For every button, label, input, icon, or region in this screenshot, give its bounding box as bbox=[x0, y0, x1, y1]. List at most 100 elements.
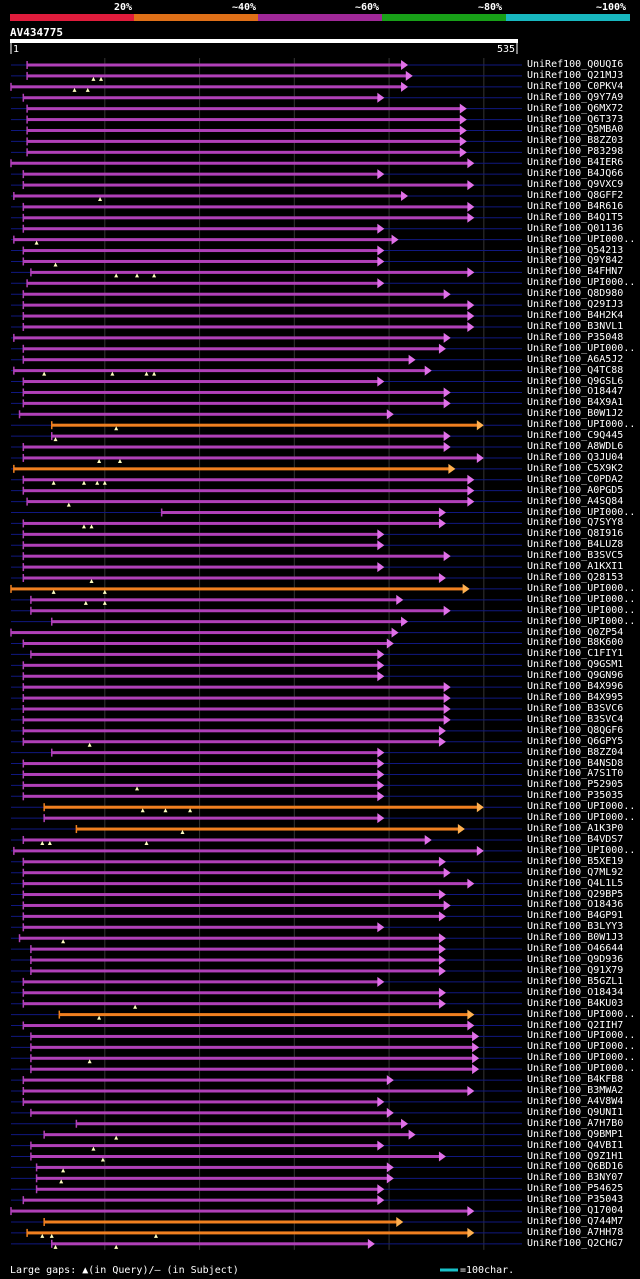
hit-label[interactable]: UniRef100_UPI000.. bbox=[527, 277, 636, 289]
hit-label[interactable]: UniRef100_B4Q1T5 bbox=[527, 211, 624, 223]
hit-label[interactable]: UniRef100_Q9BMP1 bbox=[527, 1128, 624, 1140]
hit-label[interactable]: UniRef100_B3NY07 bbox=[527, 1172, 624, 1184]
hit-label[interactable]: UniRef100_UPI000.. bbox=[527, 419, 636, 431]
hit-label[interactable]: UniRef100_B8ZZ04 bbox=[527, 746, 624, 758]
hit-label[interactable]: UniRef100_Q28153 bbox=[527, 572, 624, 583]
hit-label[interactable]: UniRef100_O18434 bbox=[527, 986, 624, 998]
hit-label[interactable]: UniRef100_Q2CHG7 bbox=[527, 1237, 624, 1249]
hit-label[interactable]: UniRef100_C1FIY1 bbox=[527, 648, 624, 660]
hit-label[interactable]: UniRef100_Q54213 bbox=[527, 244, 624, 256]
hit-label[interactable]: UniRef100_B4KFB8 bbox=[527, 1074, 624, 1086]
hit-label[interactable]: UniRef100_B4GP91 bbox=[527, 910, 624, 922]
hit-label[interactable]: UniRef100_B4KU03 bbox=[527, 997, 624, 1009]
hit-label[interactable]: UniRef100_P52905 bbox=[527, 779, 624, 791]
hit-label[interactable]: UniRef100_Q7ML92 bbox=[527, 866, 624, 878]
hit-label[interactable]: UniRef100_UPI000.. bbox=[527, 1063, 636, 1075]
hit-label[interactable]: UniRef100_Q7SYY8 bbox=[527, 517, 624, 529]
hit-label[interactable]: UniRef100_Q6BD16 bbox=[527, 1161, 624, 1173]
hit-label[interactable]: UniRef100_B3SVC5 bbox=[527, 550, 624, 562]
hit-label[interactable]: UniRef100_Q0UQI6 bbox=[527, 59, 624, 70]
hit-label[interactable]: UniRef100_O18447 bbox=[527, 386, 624, 398]
hit-label[interactable]: UniRef100_Q9Z1H1 bbox=[527, 1150, 624, 1162]
hit-label[interactable]: UniRef100_Q91X79 bbox=[527, 964, 624, 976]
hit-label[interactable]: UniRef100_A1K3P0 bbox=[527, 823, 624, 835]
hit-label[interactable]: UniRef100_Q744M7 bbox=[527, 1215, 624, 1227]
hit-label[interactable]: UniRef100_P83298 bbox=[527, 146, 624, 158]
hit-label[interactable]: UniRef100_B4X996 bbox=[527, 681, 624, 693]
hit-label[interactable]: UniRef100_O46644 bbox=[527, 943, 624, 955]
hit-label[interactable]: UniRef100_A4SQ84 bbox=[527, 495, 624, 507]
hit-label[interactable]: UniRef100_B4VDS7 bbox=[527, 833, 624, 845]
hit-label[interactable]: UniRef100_Q8D980 bbox=[527, 288, 624, 300]
hit-label[interactable]: UniRef100_Q8I916 bbox=[527, 528, 624, 540]
hit-label[interactable]: UniRef100_A7HH78 bbox=[527, 1226, 624, 1238]
hit-label[interactable]: UniRef100_B4LUZ8 bbox=[527, 539, 624, 551]
hit-label[interactable]: UniRef100_Q9UNI1 bbox=[527, 1106, 624, 1118]
hit-label[interactable]: UniRef100_B8ZZ03 bbox=[527, 135, 624, 147]
hit-label[interactable]: UniRef100_Q2IIH7 bbox=[527, 1019, 624, 1031]
hit-label[interactable]: UniRef100_B4X995 bbox=[527, 692, 624, 704]
hit-label[interactable]: UniRef100_B3SVC6 bbox=[527, 702, 624, 714]
hit-label[interactable]: UniRef100_UPI000.. bbox=[527, 812, 636, 824]
hit-label[interactable]: UniRef100_C9Q445 bbox=[527, 430, 624, 442]
hit-label[interactable]: UniRef100_Q4VBI1 bbox=[527, 1139, 624, 1151]
hit-label[interactable]: UniRef100_UPI000.. bbox=[527, 1008, 636, 1020]
hit-label[interactable]: UniRef100_P35043 bbox=[527, 1194, 624, 1206]
hit-label[interactable]: UniRef100_UPI000.. bbox=[527, 582, 636, 594]
hit-label[interactable]: UniRef100_Q6T373 bbox=[527, 113, 624, 125]
hit-label[interactable]: UniRef100_Q01136 bbox=[527, 222, 624, 234]
hit-label[interactable]: UniRef100_UPI000.. bbox=[527, 506, 636, 518]
hit-label[interactable]: UniRef100_B3MWA2 bbox=[527, 1085, 624, 1096]
hit-label[interactable]: UniRef100_B8K600 bbox=[527, 637, 624, 649]
hit-label[interactable]: UniRef100_UPI000.. bbox=[527, 233, 636, 245]
hit-label[interactable]: UniRef100_Q9VXC9 bbox=[527, 179, 624, 191]
hit-label[interactable]: UniRef100_UPI000.. bbox=[527, 1041, 636, 1053]
hit-label[interactable]: UniRef100_UPI000.. bbox=[527, 593, 636, 605]
hit-label[interactable]: UniRef100_Q8GFF2 bbox=[527, 189, 624, 201]
hit-label[interactable]: UniRef100_Q9Y7A9 bbox=[527, 91, 624, 103]
hit-label[interactable]: UniRef100_UPI000.. bbox=[527, 604, 636, 616]
hit-label[interactable]: UniRef100_UPI000.. bbox=[527, 1030, 636, 1042]
hit-label[interactable]: UniRef100_C0PKV4 bbox=[527, 80, 624, 92]
hit-label[interactable]: UniRef100_Q9Y842 bbox=[527, 255, 624, 267]
hit-label[interactable]: UniRef100_A1KXI1 bbox=[527, 561, 624, 573]
hit-label[interactable]: UniRef100_B3NVL1 bbox=[527, 320, 624, 332]
hit-label[interactable]: UniRef100_UPI000.. bbox=[527, 801, 636, 813]
hit-label[interactable]: UniRef100_UPI000.. bbox=[527, 1052, 636, 1064]
hit-label[interactable]: UniRef100_B4FHN7 bbox=[527, 266, 624, 278]
hit-label[interactable]: UniRef100_B4JQ66 bbox=[527, 168, 624, 180]
hit-label[interactable]: UniRef100_Q21MJ3 bbox=[527, 69, 624, 81]
hit-label[interactable]: UniRef100_Q0ZP54 bbox=[527, 626, 624, 638]
hit-label[interactable]: UniRef100_B0W1J3 bbox=[527, 932, 624, 944]
hit-label[interactable]: UniRef100_Q5MBA0 bbox=[527, 124, 624, 136]
hit-label[interactable]: UniRef100_Q29IJ3 bbox=[527, 299, 624, 311]
hit-label[interactable]: UniRef100_P35048 bbox=[527, 331, 624, 343]
hit-label[interactable]: UniRef100_A8WDL6 bbox=[527, 441, 624, 453]
hit-label[interactable]: UniRef100_B4H2K4 bbox=[527, 310, 624, 322]
hit-label[interactable]: UniRef100_A0PGD5 bbox=[527, 484, 624, 496]
hit-label[interactable]: UniRef100_A7H7B0 bbox=[527, 1117, 624, 1129]
hit-label[interactable]: UniRef100_Q6GPY5 bbox=[527, 735, 624, 747]
hit-label[interactable]: UniRef100_Q4L1L5 bbox=[527, 877, 624, 889]
hit-label[interactable]: UniRef100_C5X9K2 bbox=[527, 462, 624, 474]
hit-label[interactable]: UniRef100_B4R616 bbox=[527, 200, 624, 212]
hit-label[interactable]: UniRef100_B5GZL1 bbox=[527, 975, 624, 987]
hit-label[interactable]: UniRef100_Q9GSM1 bbox=[527, 659, 624, 671]
hit-label[interactable]: UniRef100_B4X9A1 bbox=[527, 397, 624, 409]
hit-label[interactable]: UniRef100_Q9GSL6 bbox=[527, 375, 624, 387]
hit-label[interactable]: UniRef100_Q4TC88 bbox=[527, 364, 624, 376]
hit-label[interactable]: UniRef100_UPI000.. bbox=[527, 615, 636, 627]
hit-label[interactable]: UniRef100_C0PDA2 bbox=[527, 473, 624, 485]
hit-label[interactable]: UniRef100_A7S1T0 bbox=[527, 768, 624, 780]
hit-label[interactable]: UniRef100_P35035 bbox=[527, 790, 624, 802]
hit-label[interactable]: UniRef100_UPI000.. bbox=[527, 342, 636, 354]
hit-label[interactable]: UniRef100_P54625 bbox=[527, 1183, 624, 1195]
hit-label[interactable]: UniRef100_B5XE19 bbox=[527, 855, 624, 867]
hit-label[interactable]: UniRef100_Q6MX72 bbox=[527, 102, 624, 114]
hit-label[interactable]: UniRef100_B3LYY3 bbox=[527, 921, 624, 933]
hit-label[interactable]: UniRef100_B4IER6 bbox=[527, 157, 624, 169]
hit-label[interactable]: UniRef100_UPI000.. bbox=[527, 844, 636, 856]
hit-label[interactable]: UniRef100_Q29BP5 bbox=[527, 888, 624, 900]
hit-label[interactable]: UniRef100_B4NSD8 bbox=[527, 757, 624, 769]
hit-label[interactable]: UniRef100_Q3JU04 bbox=[527, 451, 624, 463]
